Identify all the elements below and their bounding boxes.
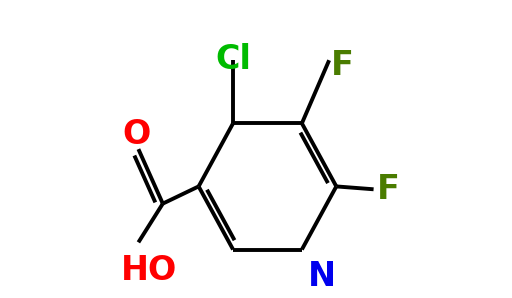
Text: Cl: Cl <box>215 43 251 76</box>
Text: HO: HO <box>121 254 178 287</box>
Text: F: F <box>331 49 353 82</box>
Text: F: F <box>376 173 399 206</box>
Text: O: O <box>123 118 151 151</box>
Text: N: N <box>308 260 336 293</box>
